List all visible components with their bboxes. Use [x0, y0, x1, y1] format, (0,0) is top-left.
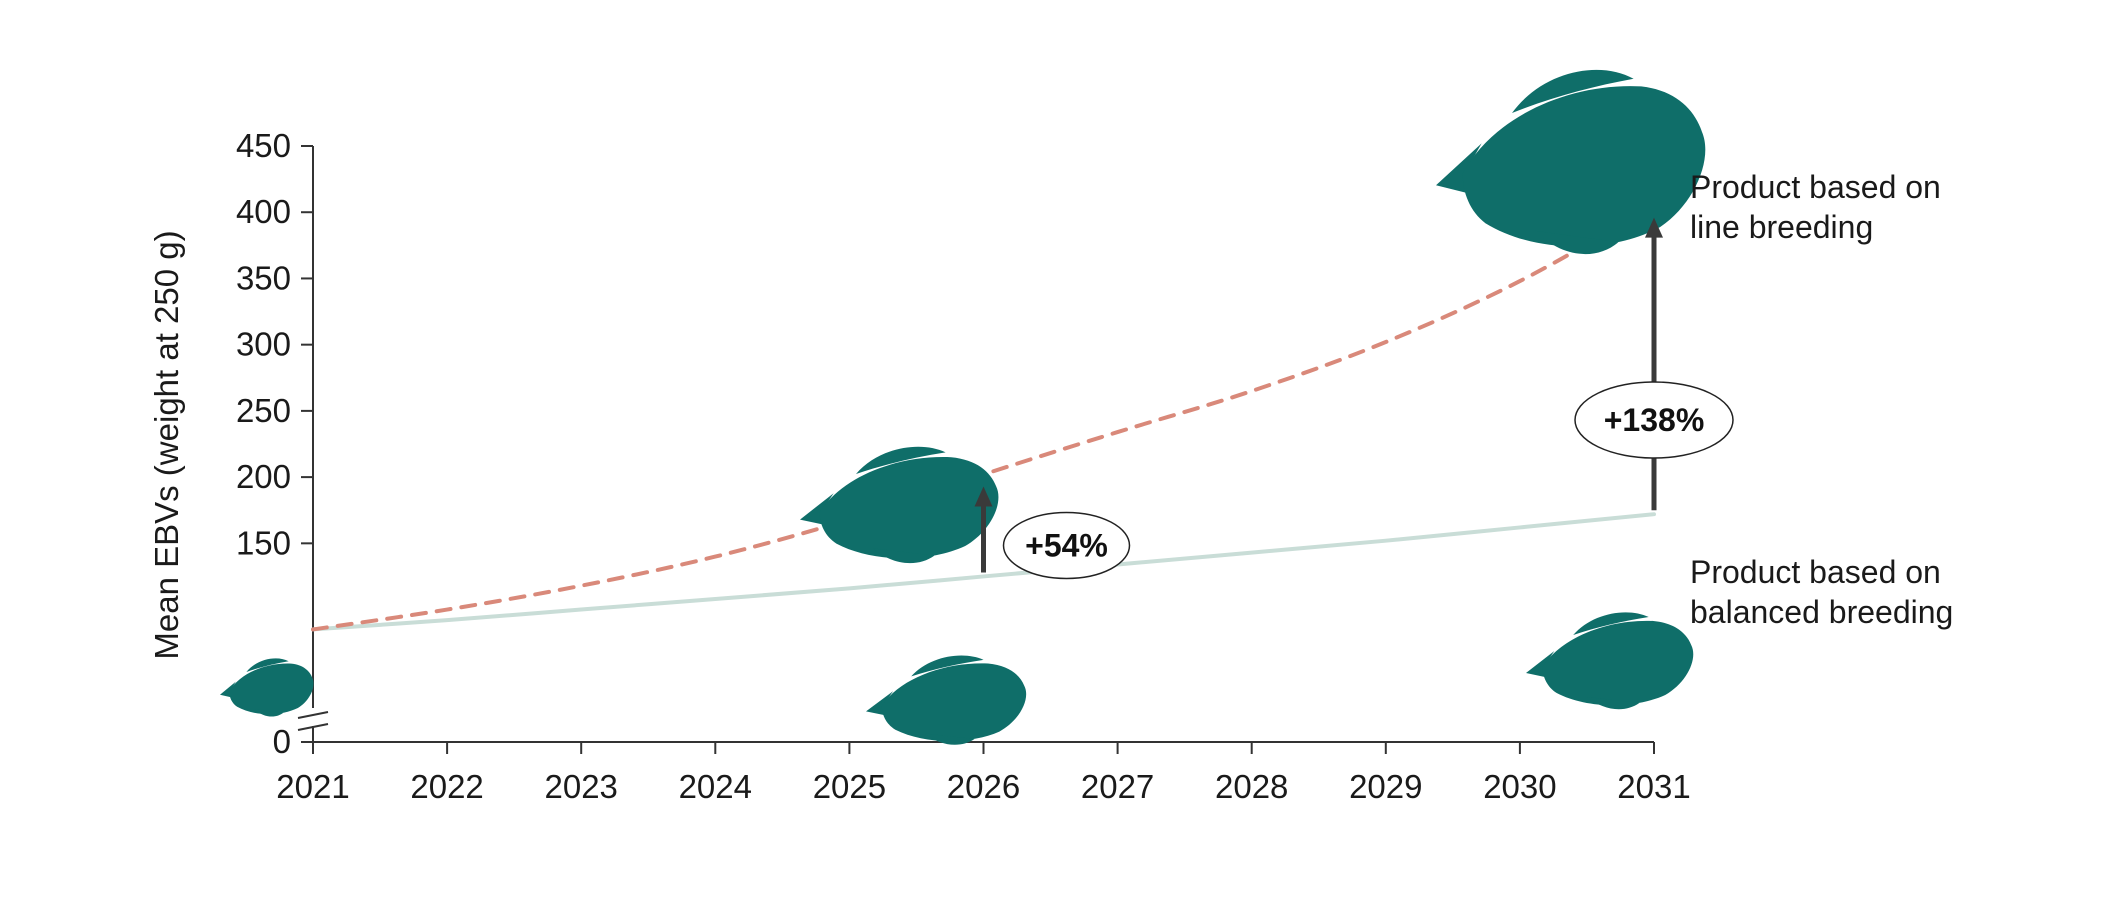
- arrow-head: [974, 486, 993, 507]
- fish-icon: [220, 658, 314, 717]
- percent-label: +138%: [1604, 402, 1705, 438]
- line-breeding-label: line breeding: [1690, 209, 1873, 245]
- x-tick-label: 2023: [544, 768, 617, 805]
- fish-icon: [800, 446, 999, 564]
- x-tick-label: 2029: [1349, 768, 1422, 805]
- x-tick-label: 2025: [813, 768, 886, 805]
- y-axis-title: Mean EBVs (weight at 250 g): [148, 230, 185, 659]
- percent-badge: [1574, 381, 1734, 459]
- axis-break-mark: [297, 723, 329, 731]
- fish-icon: [1436, 69, 1706, 255]
- x-ticks: 2021 2022 2023 2024 2025 2026 2027 2028 2029 2030…: [276, 742, 1691, 805]
- x-tick-label: 2030: [1483, 768, 1556, 805]
- fish-icon: [866, 655, 1027, 745]
- percent-badge: [1002, 511, 1131, 580]
- fish-icon: [1526, 612, 1694, 710]
- x-tick-label: 2031: [1617, 768, 1690, 805]
- y-tick-label: 150: [236, 524, 291, 561]
- annotations: +54% +138%: [974, 217, 1734, 580]
- y-tick-label: 0: [273, 723, 291, 760]
- line-breeding-label: Product based on: [1690, 169, 1941, 205]
- balanced-breeding-label: Product based on: [1690, 554, 1941, 590]
- x-tick-label: 2026: [947, 768, 1020, 805]
- y-tick-label: 400: [236, 193, 291, 230]
- arrow-head: [1645, 217, 1663, 238]
- x-tick-label: 2027: [1081, 768, 1154, 805]
- x-tick-label: 2022: [410, 768, 483, 805]
- x-tick-label: 2024: [679, 768, 752, 805]
- x-tick-label: 2028: [1215, 768, 1288, 805]
- x-tick-label: 2021: [276, 768, 349, 805]
- y-axis: [297, 146, 329, 742]
- percent-label: +54%: [1025, 527, 1108, 563]
- balanced-breeding-series-line: [311, 512, 1656, 632]
- y-tick-label: 250: [236, 392, 291, 429]
- y-tick-label: 350: [236, 259, 291, 296]
- y-tick-label: 450: [236, 127, 291, 164]
- y-ticks: 0 150 200 250 300 350 400 450: [236, 127, 313, 760]
- y-tick-label: 300: [236, 326, 291, 363]
- axis-break-mark: [297, 711, 329, 719]
- fish-group: [220, 69, 1706, 745]
- balanced-breeding-label: balanced breeding: [1690, 594, 1953, 630]
- series-labels: Product based on line breeding Product bas…: [1690, 169, 1953, 630]
- y-tick-label: 200: [236, 458, 291, 495]
